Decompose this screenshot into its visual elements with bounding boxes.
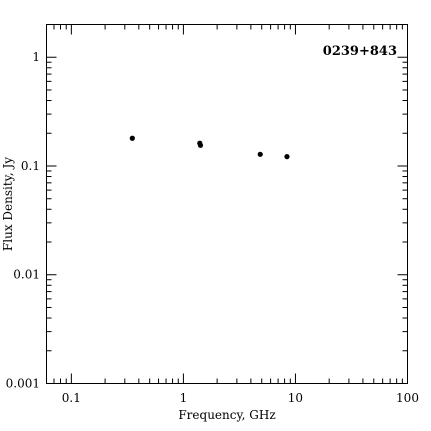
x-tick-label: 10	[288, 391, 303, 405]
chart-title: 0239+843	[323, 44, 397, 59]
plot-frame	[46, 24, 408, 384]
x-axis-label: Frequency, GHz	[178, 408, 275, 422]
x-tick-label: 100	[396, 391, 419, 405]
y-tick-label: 1	[32, 50, 40, 64]
y-tick-label: 0.1	[21, 159, 40, 173]
y-tick-label: 0.001	[6, 377, 40, 391]
data-point	[257, 151, 263, 157]
data-point	[284, 154, 290, 160]
tick-labels: 0.1 1 10 100 0.001 0.01 0.1 1	[6, 50, 419, 405]
data-point	[197, 142, 204, 148]
data-points	[129, 135, 290, 160]
axis-ticks	[46, 24, 408, 384]
x-tick-label: 1	[180, 391, 188, 405]
y-tick-label: 0.01	[13, 268, 40, 282]
data-point	[129, 135, 135, 141]
x-tick-label: 0.1	[62, 391, 81, 405]
y-axis-label: Flux Density, Jy	[1, 157, 15, 251]
